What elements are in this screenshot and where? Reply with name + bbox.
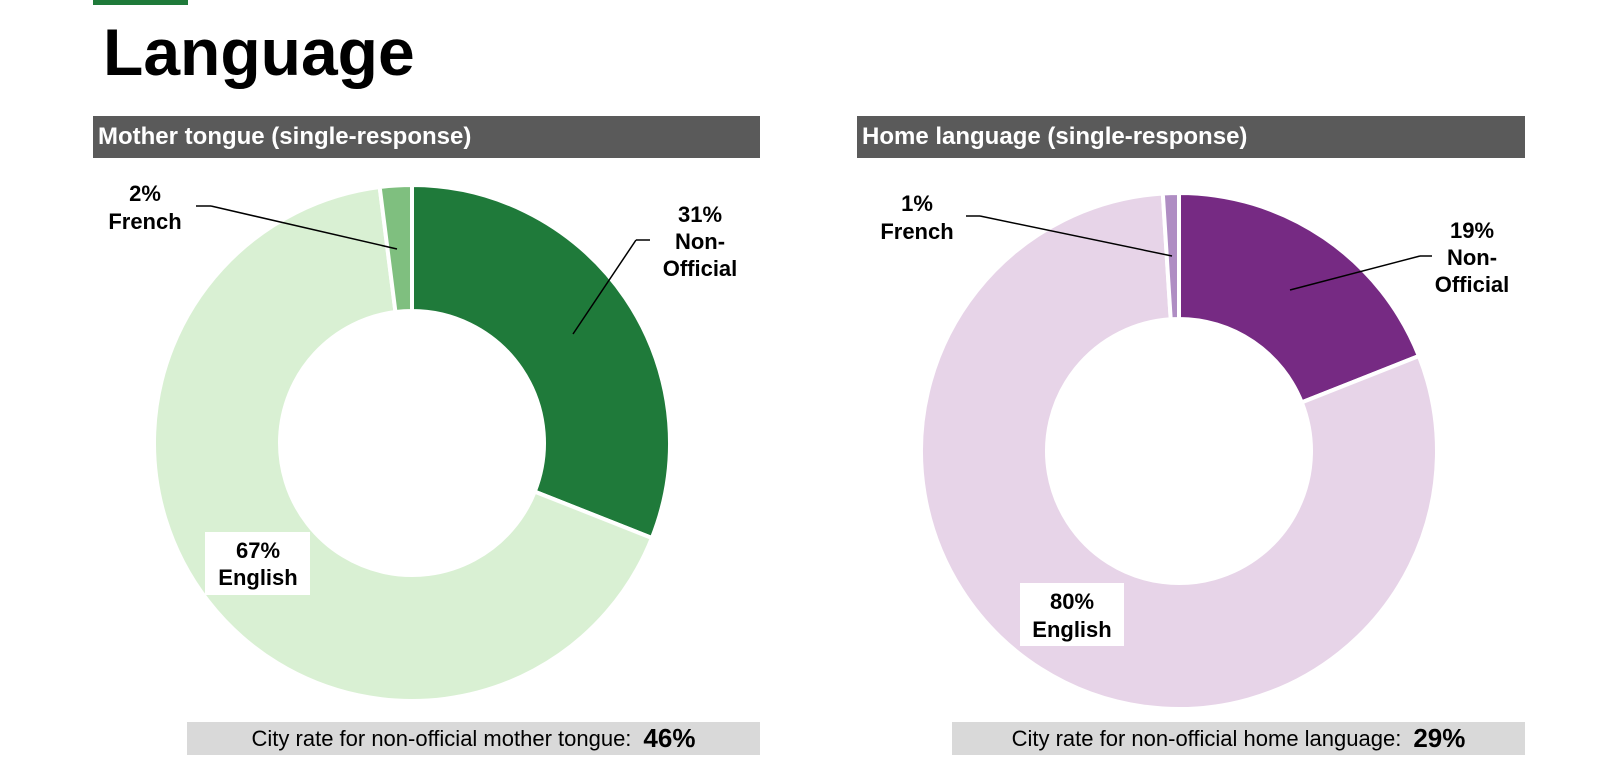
slice-non-official-0	[410, 182, 672, 541]
label-non-official-percent-1: 19%	[1450, 218, 1494, 243]
label-english-name-0: English	[218, 565, 297, 590]
mother-tongue-city-rate: City rate for non-official mother tongue…	[187, 722, 760, 755]
mother-tongue-donut: 31% Non- Official 67% English 2% French	[108, 181, 738, 703]
label-english-name-1: English	[1032, 617, 1111, 642]
home-language-donut: 19% Non- Official 80% English 1% French	[880, 190, 1510, 711]
label-english-percent-0: 67%	[236, 538, 280, 563]
leader-line-non-official-1	[1289, 255, 1421, 291]
label-english-box-1	[1020, 583, 1124, 646]
mother-tongue-city-rate-value: 46%	[643, 723, 696, 753]
mother-tongue-city-rate-text: City rate for non-official mother tongue…	[251, 726, 632, 751]
home-language-city-rate-text: City rate for non-official home language…	[1011, 726, 1402, 751]
label-french-name-0: French	[108, 209, 181, 234]
label-english-percent-1: 80%	[1050, 589, 1094, 614]
home-language-city-rate-value: 29%	[1413, 723, 1466, 753]
label-non-official-name-1b: Official	[1435, 272, 1510, 297]
home-language-chart-title: Home language (single-response)	[857, 116, 1525, 158]
slice-english-1	[919, 191, 1439, 711]
slice-non-official-1	[1177, 190, 1422, 406]
home-language-slices	[919, 190, 1439, 711]
leader-line-non-official-0	[572, 239, 637, 335]
leader-line-french-1b	[979, 215, 1173, 257]
label-non-official-percent-0: 31%	[678, 202, 722, 227]
label-french-percent-1: 1%	[901, 191, 933, 216]
leader-line-french-0b	[210, 205, 398, 250]
accent-bar	[93, 0, 188, 5]
label-non-official-name-1a: Non-	[1447, 245, 1497, 270]
label-french-percent-0: 2%	[129, 181, 161, 206]
label-non-official-name-0b: Official	[663, 256, 738, 281]
page-title: Language	[103, 15, 415, 89]
home-language-city-rate: City rate for non-official home language…	[952, 722, 1525, 755]
mother-tongue-chart-title: Mother tongue (single-response)	[93, 116, 760, 158]
label-non-official-name-0a: Non-	[675, 229, 725, 254]
label-english-box-0	[205, 532, 310, 595]
label-french-name-1: French	[880, 219, 953, 244]
mother-tongue-slices	[152, 182, 672, 703]
